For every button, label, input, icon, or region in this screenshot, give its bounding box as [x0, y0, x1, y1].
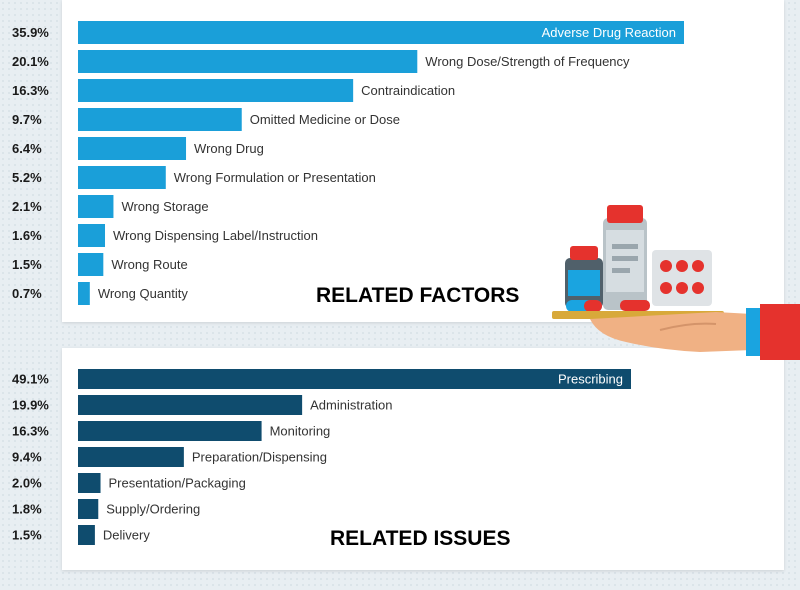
bar: [78, 50, 418, 73]
bar: [78, 369, 631, 389]
bar: [78, 421, 262, 441]
bar: [78, 195, 114, 218]
category-label: Delivery: [103, 528, 150, 543]
bar: [78, 525, 95, 545]
bar: [78, 253, 104, 276]
bar: [78, 473, 101, 493]
category-label: Wrong Dispensing Label/Instruction: [113, 228, 318, 243]
value-label: 20.1%: [12, 54, 49, 69]
value-label: 1.5%: [12, 528, 42, 543]
category-label: Monitoring: [270, 424, 331, 439]
hand-holding-medicine-tray-icon: [552, 205, 800, 360]
value-label: 16.3%: [12, 424, 49, 439]
category-label: Omitted Medicine or Dose: [250, 112, 400, 127]
chart-title: RELATED ISSUES: [330, 527, 510, 550]
value-label: 16.3%: [12, 83, 49, 98]
category-label: Prescribing: [558, 372, 623, 387]
category-label: Adverse Drug Reaction: [542, 25, 676, 40]
bar: [78, 79, 354, 102]
category-label: Presentation/Packaging: [109, 476, 246, 491]
category-label: Preparation/Dispensing: [192, 450, 327, 465]
category-label: Wrong Route: [111, 257, 187, 272]
value-label: 2.0%: [12, 476, 42, 491]
category-label: Contraindication: [361, 83, 455, 98]
value-label: 35.9%: [12, 25, 49, 40]
related-factors-chart: 35.9% Adverse Drug Reaction 20.1% Wrong Dos…: [12, 21, 684, 307]
bar: [78, 166, 166, 189]
bar: [78, 395, 303, 415]
bar: [78, 224, 106, 247]
category-label: Administration: [310, 398, 392, 413]
bar: [78, 282, 90, 305]
value-label: 2.1%: [12, 199, 42, 214]
category-label: Wrong Formulation or Presentation: [174, 170, 376, 185]
category-label: Wrong Storage: [121, 199, 208, 214]
value-label: 1.6%: [12, 228, 42, 243]
value-label: 9.4%: [12, 450, 42, 465]
value-label: 6.4%: [12, 141, 42, 156]
bar: [78, 108, 242, 131]
bar: [78, 499, 99, 519]
bar: [78, 21, 684, 44]
value-label: 1.5%: [12, 257, 42, 272]
value-label: 19.9%: [12, 398, 49, 413]
value-label: 5.2%: [12, 170, 42, 185]
value-label: 49.1%: [12, 372, 49, 387]
bar: [78, 137, 187, 160]
related-issues-chart: 49.1% Prescribing 19.9% Administration 16.3%…: [12, 369, 631, 550]
category-label: Wrong Dose/Strength of Frequency: [425, 54, 630, 69]
chart-title: RELATED FACTORS: [316, 284, 519, 307]
category-label: Wrong Drug: [194, 141, 264, 156]
value-label: 0.7%: [12, 286, 42, 301]
category-label: Wrong Quantity: [98, 286, 189, 301]
bar: [78, 447, 184, 467]
value-label: 9.7%: [12, 112, 42, 127]
category-label: Supply/Ordering: [106, 502, 200, 517]
value-label: 1.8%: [12, 502, 42, 517]
